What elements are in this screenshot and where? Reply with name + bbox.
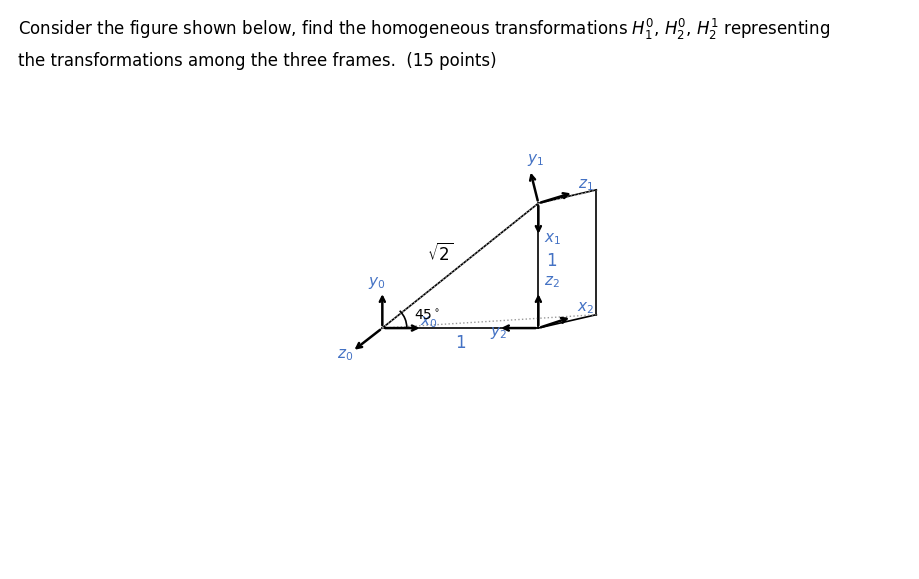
Text: $x_0$: $x_0$: [419, 314, 437, 330]
Text: $y_1$: $y_1$: [527, 152, 544, 168]
Text: $\sqrt{2}$: $\sqrt{2}$: [426, 243, 453, 265]
Text: 1: 1: [546, 252, 557, 270]
Text: $x_2$: $x_2$: [576, 301, 594, 316]
Text: $z_2$: $z_2$: [543, 274, 559, 290]
Text: $y_0$: $y_0$: [368, 275, 385, 291]
Text: $y_2$: $y_2$: [489, 325, 506, 341]
Text: $z_1$: $z_1$: [578, 177, 594, 193]
Text: 1: 1: [455, 334, 465, 352]
Text: Consider the figure shown below, find the homogeneous transformations $H_1^0$, $: Consider the figure shown below, find th…: [18, 17, 830, 42]
Text: $45^\circ$: $45^\circ$: [414, 309, 439, 323]
Text: $z_0$: $z_0$: [337, 347, 353, 363]
Text: the transformations among the three frames.  (15 points): the transformations among the three fram…: [18, 52, 496, 70]
Text: $x_1$: $x_1$: [543, 232, 561, 247]
